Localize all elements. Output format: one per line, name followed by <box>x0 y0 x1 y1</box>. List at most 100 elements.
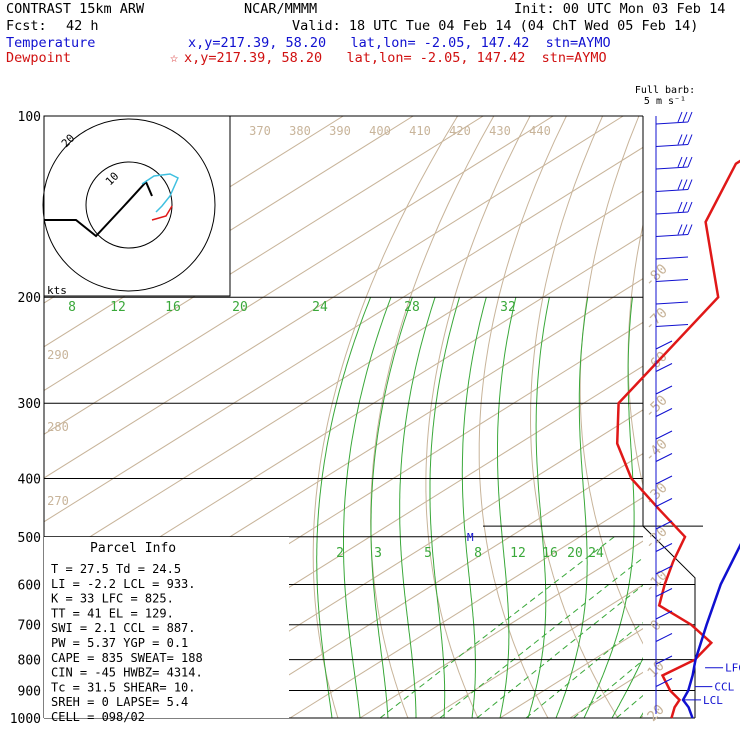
dewpoint-legend: Dewpoint <box>6 50 72 66</box>
parcel-info-row: LI = -2.2 LCL = 933. <box>51 577 196 591</box>
wind-barb-flag <box>687 156 693 168</box>
wind-barb-flag <box>682 201 688 213</box>
parcel-info-box <box>44 537 289 718</box>
theta-label: 430 <box>489 124 511 138</box>
dry-adiabats <box>312 116 643 718</box>
wind-barb <box>655 430 673 440</box>
wind-barb-flag <box>687 224 693 235</box>
theta-label: 370 <box>249 124 271 138</box>
theta-label: 420 <box>449 124 471 138</box>
theta-label: 400 <box>369 124 391 138</box>
moist-adiabat-line <box>724 297 740 718</box>
wind-barb-flag <box>682 179 688 190</box>
wind-barb-flag <box>677 134 683 145</box>
wind-barb-flag <box>677 111 683 123</box>
wind-barb-unit: 5 m s⁻¹ <box>644 96 686 107</box>
pressure-label: 700 <box>18 619 41 634</box>
dry-adiabat-line <box>425 116 531 718</box>
lcl-label: LCL <box>703 694 723 707</box>
theta-label: 270 <box>47 494 69 508</box>
wind-barb-flag <box>677 201 683 213</box>
theta-label: 410 <box>409 124 431 138</box>
pressure-label: 500 <box>18 531 41 546</box>
pressure-label: 300 <box>18 397 41 412</box>
temperature-legend: Temperature <box>6 35 96 51</box>
dry-adiabat-line <box>529 116 619 718</box>
mixing-ratio-line <box>439 536 643 718</box>
temperature-location: x,y=217.39, 58.20 lat,lon= -2.05, 147.42… <box>188 35 611 51</box>
pressure-label: 400 <box>18 472 41 487</box>
wind-barb <box>655 385 673 395</box>
hodograph-box <box>43 115 231 297</box>
pressure-label: 1000 <box>10 712 41 727</box>
wind-barb-flag <box>687 134 693 145</box>
parcel-info-row: CIN = -45 HWBZ= 4314. <box>51 666 203 680</box>
dry-adiabat-line <box>478 116 567 718</box>
moist-adiabat-label: 28 <box>404 300 420 315</box>
ccl-label: CCL <box>714 681 734 694</box>
pressure-label: 200 <box>18 291 41 306</box>
wind-barb <box>655 256 689 260</box>
fcst-label: Fcst: <box>6 18 47 34</box>
isotherm-line <box>44 116 484 718</box>
theta-label: 380 <box>289 124 311 138</box>
pressure-label: 100 <box>18 110 41 125</box>
hodograph-trace-upper <box>141 173 179 213</box>
isotherm-line <box>429 116 643 718</box>
dewpoint-trace <box>615 159 740 719</box>
parcel-marker: M <box>467 531 474 544</box>
mixing-ratio-line <box>379 536 615 718</box>
moist-adiabat-line <box>343 297 392 718</box>
pressure-label: 800 <box>18 654 41 669</box>
moist-adiabat-line <box>461 297 487 718</box>
hodograph-ring <box>85 161 173 249</box>
wind-barb <box>655 279 689 282</box>
wind-barb-flag <box>682 156 688 168</box>
pressure-label: 900 <box>18 684 41 699</box>
valid-time: Valid: 18 UTC Tue 04 Feb 14 (04 ChT Wed … <box>292 18 699 34</box>
frame-right <box>642 116 696 718</box>
moist-adiabat-line <box>668 297 740 718</box>
theta-label: 390 <box>329 124 351 138</box>
parcel-info-row: CELL = 098/02 <box>51 710 145 724</box>
isotherm-line <box>289 116 643 718</box>
wind-barb <box>655 610 673 620</box>
moist-adiabat-label: 32 <box>500 300 516 315</box>
wind-barb <box>655 655 673 665</box>
wind-barb <box>655 189 689 192</box>
pressure-label: 600 <box>18 578 41 593</box>
parcel-info-row: T = 27.5 Td = 24.5 <box>51 562 181 576</box>
wind-barb <box>655 144 689 147</box>
wind-barb <box>655 363 673 372</box>
wind-barb <box>655 543 673 552</box>
wind-barb <box>655 498 673 507</box>
temperature-trace <box>681 543 740 719</box>
dry-adiabat-line <box>370 116 495 718</box>
mixing-ratio-line <box>573 536 643 718</box>
parcel-info-row: SREH = 0 LAPSE= 5.4 <box>51 695 188 709</box>
mixing-ratio-label: 2 <box>336 546 344 561</box>
hodograph-units: kts <box>47 284 67 297</box>
theta-label: 440 <box>529 124 551 138</box>
mixing-ratio-lines <box>379 536 643 718</box>
mixing-ratio-line <box>525 536 643 718</box>
wind-barb-flag <box>677 224 683 235</box>
moist-adiabat-label: 16 <box>165 300 181 315</box>
mixing-ratio-label: 24 <box>588 546 604 561</box>
init-time: Init: 00 UTC Mon 03 Feb 14 <box>514 1 726 17</box>
wind-barb <box>655 301 689 305</box>
hodograph-trace <box>44 180 153 238</box>
parcel-info-title: Parcel Info <box>90 541 176 556</box>
wind-barb <box>655 340 673 350</box>
wind-barb <box>655 453 673 462</box>
wind-barb <box>655 678 673 687</box>
wind-barb <box>655 633 673 642</box>
moist-adiabats <box>316 297 740 718</box>
wind-barb-flag <box>682 134 688 145</box>
wind-barb <box>655 588 673 597</box>
moist-adiabat-label: 20 <box>232 300 248 315</box>
mixing-ratio-label: 16 <box>542 546 558 561</box>
wind-barb <box>655 475 673 485</box>
parcel-info-row: TT = 41 EL = 129. <box>51 606 174 620</box>
